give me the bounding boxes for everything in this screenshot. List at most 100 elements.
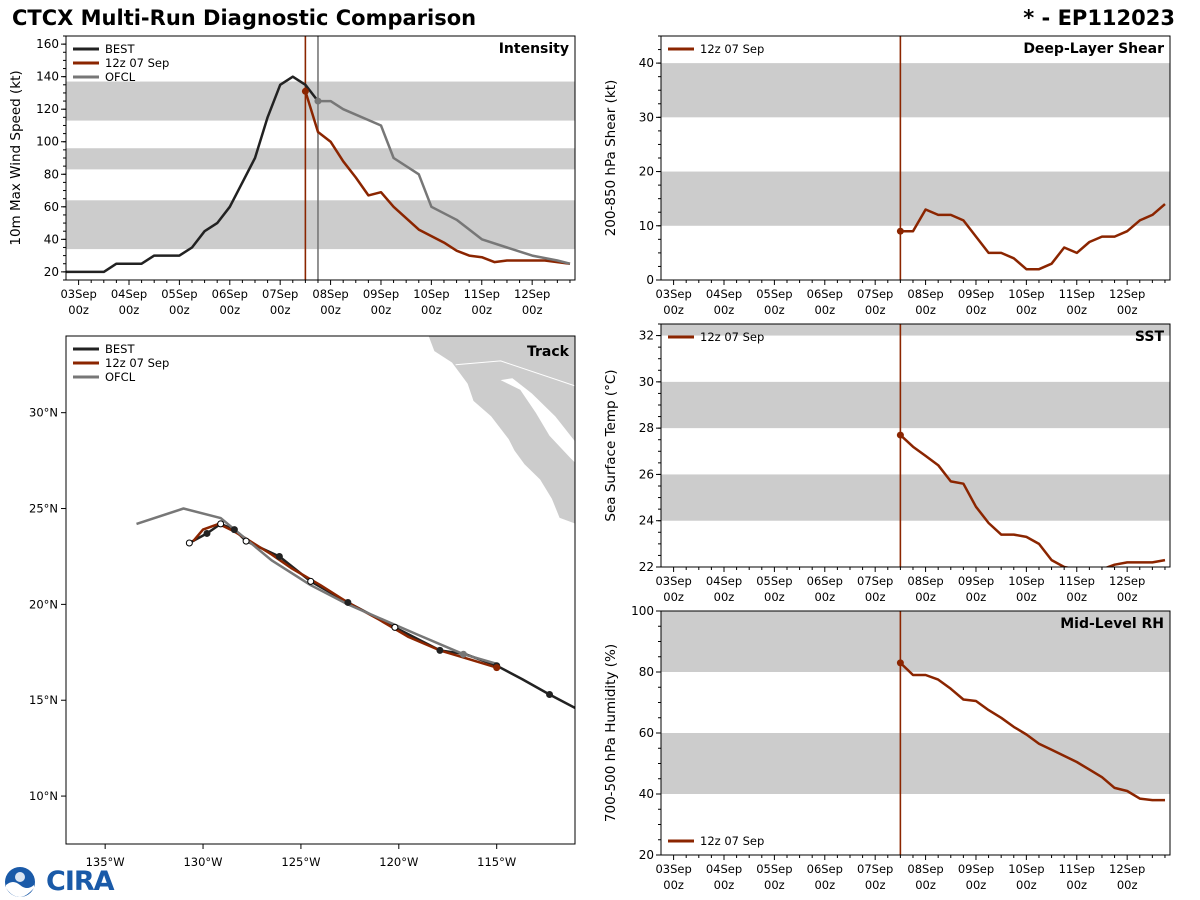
sst-xtick-label: 11Sep: [1059, 574, 1095, 588]
rh-series-run: [899, 661, 1165, 802]
shear-xtick-hour: 00z: [814, 303, 835, 317]
intensity-xtick-label: 08Sep: [312, 287, 348, 301]
rh-ylabel: 700-500 hPa Humidity (%): [603, 644, 619, 822]
rh-xtick-label: 08Sep: [907, 862, 943, 876]
intensity-xtick-hour: 00z: [471, 303, 492, 317]
intensity-series-ofcl: [318, 99, 571, 265]
rh-xtick-hour: 00z: [1016, 878, 1037, 892]
shear-xtick-hour: 00z: [663, 303, 684, 317]
track-ytick-label: 30°N: [29, 406, 58, 420]
intensity-xtick-hour: 00z: [371, 303, 392, 317]
sst-frame: [660, 323, 1171, 568]
shear-xtick-label: 11Sep: [1059, 287, 1095, 301]
page-title: CTCX Multi-Run Diagnostic Comparison: [12, 6, 477, 30]
intensity-xtick-hour: 00z: [320, 303, 341, 317]
rh-xtick-label: 03Sep: [655, 862, 691, 876]
intensity-xtick-label: 07Sep: [262, 287, 298, 301]
intensity-ofcl-start-point: [314, 97, 322, 105]
intensity-xtick-hour: 00z: [169, 303, 190, 317]
shear-xtick-label: 09Sep: [958, 287, 994, 301]
sst-title: SST: [1135, 329, 1165, 345]
rh-ytick-label: 40: [639, 787, 654, 801]
shear-xtick-hour: 00z: [966, 303, 987, 317]
track-legend-label-run: 12z 07 Sep: [105, 356, 169, 370]
rh-ytick-label: 60: [639, 726, 654, 740]
track-ytick-label: 25°N: [29, 502, 58, 516]
track-ytick-label: 15°N: [29, 693, 58, 707]
intensity-title: Intensity: [499, 41, 569, 57]
track-series-run: [192, 522, 498, 669]
shear-xtick-hour: 00z: [764, 303, 785, 317]
shear-ytick-label: 30: [639, 110, 654, 124]
noaa-logo-icon: [5, 867, 35, 897]
intensity-ytick-label: 40: [44, 232, 59, 246]
intensity-ytick-label: 80: [44, 167, 59, 181]
sst-xtick-hour: 00z: [814, 590, 835, 604]
intensity-xtick-hour: 00z: [270, 303, 291, 317]
intensity-xtick-label: 10Sep: [413, 287, 449, 301]
intensity-ytick-label: 100: [36, 135, 59, 149]
rh-xtick-label: 11Sep: [1059, 862, 1095, 876]
intensity-xtick-hour: 00z: [68, 303, 89, 317]
sst-xtick-hour: 00z: [714, 590, 735, 604]
sst-xtick-hour: 00z: [966, 590, 987, 604]
rh-xtick-hour: 00z: [1066, 878, 1087, 892]
track-best-open-point: [391, 623, 399, 631]
intensity-ylabel: 10m Max Wind Speed (kt): [8, 70, 24, 245]
intensity-legend-label-run: 12z 07 Sep: [105, 56, 169, 70]
sst-xtick-label: 05Sep: [756, 574, 792, 588]
track-xtick-label: 115°W: [477, 855, 516, 869]
intensity-plot-area: [66, 36, 575, 280]
shear-xtick-label: 07Sep: [857, 287, 893, 301]
track-best-point: [546, 690, 554, 698]
shear-xtick-hour: 00z: [865, 303, 886, 317]
rh-xtick-hour: 00z: [865, 878, 886, 892]
track-best-point: [230, 526, 238, 534]
shear-plot-area: [661, 36, 1170, 280]
track-best-point: [436, 646, 444, 654]
rh-xtick-label: 05Sep: [756, 862, 792, 876]
shear-series-run: [900, 203, 1166, 271]
rh-band-0: [661, 733, 1170, 794]
intensity-ytick-label: 160: [36, 37, 59, 51]
track-ytick-label: 10°N: [29, 789, 58, 803]
track-best-point: [275, 552, 283, 560]
intensity-ytick-label: 60: [44, 200, 59, 214]
track-xtick-label: 125°W: [281, 855, 320, 869]
intensity-xtick-label: 03Sep: [60, 287, 96, 301]
sst-series-run: [899, 434, 1166, 567]
intensity-xtick-hour: 00z: [522, 303, 543, 317]
shear-ytick-label: 20: [639, 165, 654, 179]
sst-band-0: [661, 474, 1170, 521]
shear-band-0: [661, 171, 1170, 226]
intensity-xtick-label: 05Sep: [161, 287, 197, 301]
rh-xtick-hour: 00z: [814, 878, 835, 892]
shear-band-1: [661, 63, 1170, 118]
sst-xtick-hour: 00z: [1117, 590, 1138, 604]
intensity-legend-label-ofcl: OFCL: [105, 70, 136, 84]
shear-ytick-label: 0: [646, 273, 654, 287]
rh-title: Mid-Level RH: [1060, 616, 1164, 632]
shear-xtick-hour: 00z: [1016, 303, 1037, 317]
track-best-open-point: [307, 577, 315, 585]
cira-logo: CIRA: [4, 866, 115, 898]
shear-ylabel: 200-850 hPa Shear (kt): [603, 80, 619, 237]
rh-xtick-hour: 00z: [764, 878, 785, 892]
intensity-xtick-hour: 00z: [421, 303, 442, 317]
sst-xtick-hour: 00z: [663, 590, 684, 604]
rh-legend-label-run: 12z 07 Sep: [700, 834, 764, 848]
track-run-point: [493, 664, 501, 672]
rh-xtick-hour: 00z: [915, 878, 936, 892]
shear-title: Deep-Layer Shear: [1023, 41, 1164, 57]
sst-plot-area: [661, 324, 1170, 567]
rh-ytick-label: 100: [631, 604, 654, 618]
sst-band-2: [661, 324, 1170, 336]
shear-xtick-label: 03Sep: [655, 287, 691, 301]
rh-xtick-hour: 00z: [663, 878, 684, 892]
sst-band-1: [661, 381, 1170, 429]
rh-xtick-label: 09Sep: [958, 862, 994, 876]
track-frame: [65, 335, 576, 845]
sst-ytick-label: 26: [639, 467, 654, 481]
rh-band-1: [661, 611, 1170, 672]
